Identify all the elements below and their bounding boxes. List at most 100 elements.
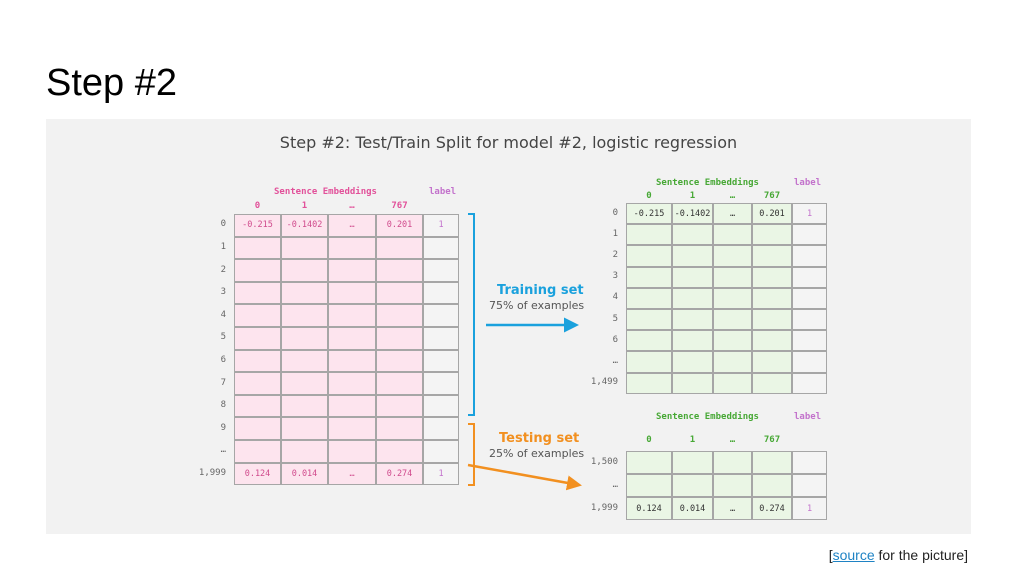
table-cell [713, 451, 752, 474]
table-cell [752, 266, 792, 288]
table-cell [713, 351, 752, 373]
row-label: 3 [220, 287, 226, 298]
table-cell [376, 304, 423, 327]
table-cell [281, 394, 328, 418]
table-cell [713, 309, 752, 331]
table-cell [234, 304, 281, 327]
row-label: … [612, 356, 618, 366]
table-cell [376, 394, 423, 418]
table-cell [713, 224, 752, 246]
table-cell [328, 304, 376, 327]
table-cell [672, 330, 713, 352]
caption-prefix: [ [828, 547, 833, 563]
training-set-title: Training set [497, 283, 584, 298]
table-cell: … [328, 462, 376, 486]
split-arrows-diagram [467, 213, 582, 491]
table-cell: 1 [792, 203, 827, 225]
row-label: 5 [220, 332, 226, 343]
full-embeddings-header: Sentence Embeddings [274, 187, 377, 197]
table-cell [423, 349, 459, 373]
table-cell [423, 259, 459, 282]
table-cell: … [713, 497, 752, 520]
table-cell [792, 266, 827, 288]
table-cell: 0.274 [752, 497, 792, 520]
table-cell [792, 451, 827, 474]
table-cell [423, 417, 459, 440]
table-cell [672, 474, 713, 497]
table-cell [423, 372, 459, 395]
row-label: 9 [220, 422, 226, 433]
table-cell [752, 287, 792, 309]
table-cell: 0.014 [281, 462, 328, 486]
table-cell [792, 330, 827, 352]
table-cell [281, 304, 328, 327]
source-link[interactable]: source [832, 547, 875, 563]
table-cell [672, 245, 713, 267]
column-header: 767 [391, 201, 408, 211]
table-cell [792, 287, 827, 309]
table-cell [792, 224, 827, 246]
table-cell [626, 351, 672, 373]
test-label-header: label [794, 412, 822, 422]
table-cell [328, 394, 376, 418]
table-cell [626, 287, 672, 309]
row-label: 1,999 [590, 502, 618, 513]
table-cell [752, 224, 792, 246]
row-label: 1,499 [590, 377, 618, 388]
train-embeddings-header: Sentence Embeddings [656, 178, 759, 188]
table-cell: 0.124 [234, 462, 281, 486]
table-cell [281, 281, 328, 305]
test-embeddings-header: Sentence Embeddings [656, 412, 759, 422]
column-header: 1 [689, 191, 696, 201]
testing-arrow-icon [467, 463, 582, 491]
table-cell: 0.014 [672, 497, 713, 520]
column-header: 0 [646, 191, 652, 201]
train-label-header: label [794, 178, 822, 188]
table-cell [281, 236, 328, 260]
slide-title: Step #2 [46, 62, 177, 104]
table-cell [713, 330, 752, 352]
row-label: 2 [612, 250, 618, 260]
table-cell [376, 281, 423, 305]
table-cell: -0.1402 [672, 203, 713, 225]
table-cell [423, 440, 459, 463]
table-cell [752, 474, 792, 497]
table-cell [328, 372, 376, 395]
table-cell [234, 349, 281, 373]
table-cell: 0.124 [626, 497, 672, 520]
testing-set-title: Testing set [499, 431, 580, 446]
caption-suffix: for the picture] [874, 547, 968, 563]
row-label: 0 [220, 219, 226, 230]
table-cell [672, 451, 713, 474]
row-label: 1,999 [198, 467, 226, 478]
table-cell [672, 224, 713, 246]
figure: Step #2: Test/Train Split for model #2, … [46, 119, 971, 534]
row-label: 1 [220, 241, 226, 252]
table-cell [423, 327, 459, 350]
row-label: 1,500 [590, 456, 618, 467]
training-set-subtitle: 75% of examples [489, 299, 585, 312]
table-cell [626, 330, 672, 352]
testing-bracket [468, 423, 475, 486]
table-cell [752, 245, 792, 267]
table-cell [713, 474, 752, 497]
table-cell [376, 349, 423, 373]
table-cell [376, 236, 423, 260]
row-label: 6 [612, 334, 618, 345]
table-cell: -0.215 [234, 214, 281, 237]
figure-title: Step #2: Test/Train Split for model #2, … [279, 133, 738, 152]
table-cell [281, 417, 328, 440]
table-cell [713, 266, 752, 288]
column-header: … [729, 435, 736, 445]
table-cell: 1 [423, 462, 459, 486]
table-cell [752, 309, 792, 331]
table-cell [376, 440, 423, 463]
table-cell [752, 372, 792, 394]
training-bracket [468, 213, 475, 416]
table-cell: 0.201 [376, 214, 423, 237]
row-label: 8 [220, 400, 226, 411]
table-cell [626, 372, 672, 394]
table-cell [234, 281, 281, 305]
table-cell [672, 287, 713, 309]
column-header: 1 [689, 435, 696, 445]
